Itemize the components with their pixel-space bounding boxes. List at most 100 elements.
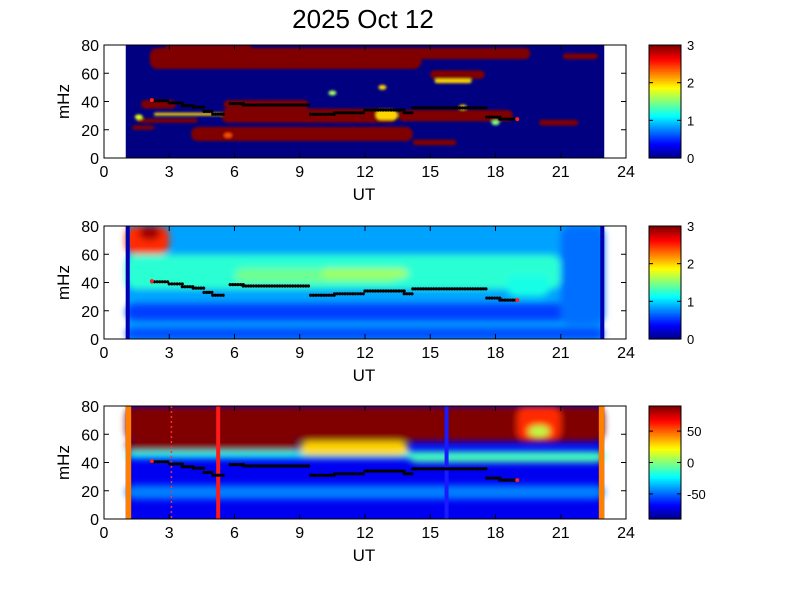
colorbar-swatch — [649, 238, 681, 241]
track-point — [460, 287, 465, 291]
track-point — [371, 469, 375, 473]
track-point — [366, 108, 370, 112]
track-point — [238, 463, 243, 467]
colorbar-swatch — [649, 515, 681, 518]
track-point — [180, 285, 184, 289]
track-point — [359, 472, 363, 476]
colorbar-swatch — [649, 420, 681, 423]
track-point — [442, 106, 446, 110]
track-point — [188, 285, 192, 289]
track-point — [216, 473, 220, 477]
heatmap-cell — [378, 84, 387, 90]
track-point — [432, 287, 436, 291]
x-axis-label: UT — [353, 185, 376, 204]
colorbar-tick-label: 1 — [687, 113, 694, 128]
x-tick-label: 6 — [230, 164, 239, 181]
track-point — [216, 293, 220, 297]
track-point — [366, 289, 370, 293]
track-point — [265, 103, 269, 107]
track-point — [445, 467, 449, 471]
x-axis-label: UT — [353, 546, 376, 565]
colorbar-swatch — [649, 480, 681, 483]
track-point — [262, 464, 266, 468]
track-point — [236, 463, 240, 467]
track-point — [309, 473, 313, 477]
track-point — [371, 108, 375, 112]
track-point — [384, 469, 388, 473]
track-point — [361, 111, 365, 115]
track-point — [405, 292, 409, 296]
track-point — [379, 469, 383, 473]
track-point — [316, 473, 321, 477]
colorbar-swatch — [649, 67, 681, 71]
colorbar-swatch — [649, 227, 681, 231]
track-point — [468, 106, 472, 110]
track-point — [471, 106, 475, 110]
track-point — [238, 283, 243, 287]
track-point — [211, 293, 215, 297]
colorbar-swatch — [649, 278, 681, 282]
track-point — [296, 103, 300, 107]
colorbar-swatch — [649, 85, 681, 88]
colorbar-swatch — [649, 233, 681, 236]
track-point — [434, 467, 438, 471]
colorbar-swatch — [649, 488, 681, 492]
track-point — [421, 467, 425, 471]
track-endpoint — [149, 459, 154, 464]
track-point — [381, 289, 385, 293]
heatmap — [125, 45, 605, 158]
colorbar-swatch — [649, 87, 681, 90]
y-tick-label: 80 — [81, 38, 99, 55]
track-point — [252, 464, 256, 468]
track-point — [386, 108, 391, 112]
colorbar-swatch — [649, 271, 681, 275]
track-point — [437, 287, 441, 291]
x-tick-label: 6 — [230, 525, 239, 542]
track-point — [180, 465, 184, 469]
y-axis-label: mHz — [54, 445, 73, 480]
track-point — [221, 473, 225, 477]
track-point — [503, 478, 507, 482]
track-point — [348, 292, 352, 296]
colorbar-swatch — [649, 335, 681, 338]
colorbar-swatch — [649, 140, 681, 143]
colorbar-swatch — [649, 60, 681, 64]
colorbar-swatch — [649, 119, 681, 122]
track-point — [199, 286, 203, 290]
track-point — [485, 296, 489, 300]
track-point — [207, 109, 211, 113]
track-point — [495, 115, 499, 119]
colorbar-swatch — [649, 416, 681, 419]
track-point — [351, 111, 355, 115]
x-tick-label: 12 — [356, 345, 374, 362]
edge-band — [125, 406, 132, 519]
track-point — [275, 464, 279, 468]
colorbar-swatch — [649, 504, 681, 508]
track-point — [453, 467, 457, 471]
track-point — [495, 296, 499, 300]
track-point — [329, 112, 334, 116]
track-point — [257, 464, 261, 468]
colorbar-swatch — [649, 293, 681, 296]
track-point — [272, 464, 277, 468]
colorbar-swatch — [649, 268, 681, 271]
track-point — [231, 102, 235, 106]
track-point — [343, 292, 347, 296]
track-point — [163, 460, 167, 464]
colorbar-swatch — [649, 133, 681, 136]
track-point — [392, 469, 396, 473]
colorbar-swatch — [649, 494, 681, 497]
track-point — [445, 287, 449, 291]
track-point — [450, 287, 454, 291]
track-point — [353, 111, 358, 115]
track-point — [481, 106, 485, 110]
colorbar-swatch — [649, 474, 681, 478]
track-point — [180, 462, 184, 466]
x-tick-label: 9 — [295, 164, 304, 181]
colorbar-swatch — [649, 476, 681, 479]
track-point — [267, 284, 271, 288]
colorbar-tick-label: 50 — [687, 424, 701, 439]
colorbar-swatch — [649, 427, 681, 430]
track-point — [450, 467, 454, 471]
track-point — [194, 466, 198, 470]
